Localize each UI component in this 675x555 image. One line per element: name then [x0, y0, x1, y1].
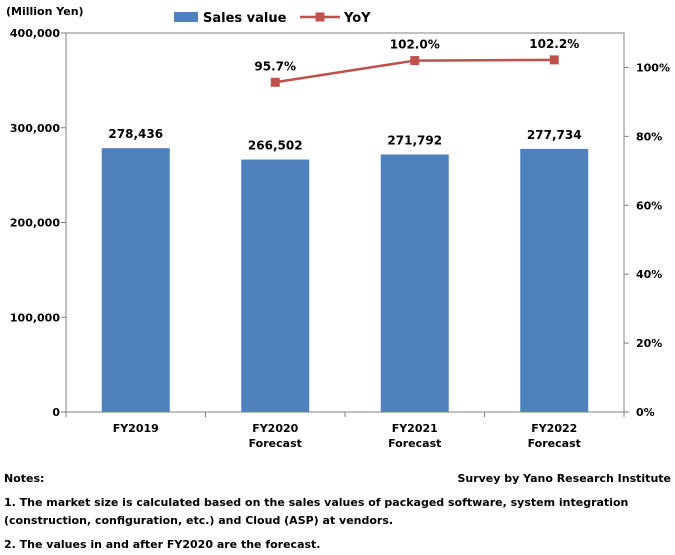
left-tick-label: 0 [52, 406, 60, 419]
bar-value-label: 278,436 [108, 127, 163, 141]
x-category-label: FY2019 [113, 422, 159, 435]
bar-value-label: 266,502 [248, 138, 303, 152]
left-axis-unit: (Million Yen) [6, 5, 84, 18]
notes-heading: Notes: [4, 472, 45, 485]
right-tick-label: 40% [636, 268, 662, 281]
x-category-label: Forecast [249, 437, 302, 450]
legend: Sales value YoY [174, 11, 371, 26]
bar-value-label: 271,792 [387, 133, 442, 147]
yoy-value-label: 102.0% [390, 38, 440, 52]
left-tick-label: 400,000 [10, 27, 60, 40]
bar-series: 278,436 266,502 271,792 277,734 [101, 127, 589, 412]
bar-2 [241, 159, 310, 412]
right-tick-label: 20% [636, 337, 662, 350]
left-tick-label: 100,000 [10, 311, 60, 324]
legend-line-label: YoY [343, 11, 371, 26]
yoy-marker [270, 77, 280, 87]
note-1-line-1: 1. The market size is calculated based o… [4, 496, 629, 509]
x-category-label: Forecast [388, 437, 441, 450]
right-tick-label: 0% [636, 406, 655, 419]
x-category-label: FY2020 [252, 422, 298, 435]
source-credit: Survey by Yano Research Institute [457, 472, 671, 485]
right-axis: 0% 20% 40% 60% 80% 100% [624, 61, 670, 419]
left-tick-label: 200,000 [10, 217, 60, 230]
bar-value-label: 277,734 [527, 128, 582, 142]
yoy-value-label: 102.2% [529, 37, 579, 51]
legend-line-marker [315, 12, 325, 22]
right-tick-label: 80% [636, 130, 662, 143]
bar-1 [101, 148, 170, 412]
note-1-line-2: (construction, configuration, etc.) and … [4, 514, 394, 527]
yoy-marker [410, 56, 420, 66]
line-series: 95.7% 102.0% 102.2% [254, 37, 579, 87]
x-axis: FY2019 FY2020 Forecast FY2021 Forecast FY2022… [65, 412, 625, 450]
legend-bar-label: Sales value [203, 11, 287, 26]
right-tick-label: 100% [636, 61, 670, 74]
left-tick-label: 300,000 [10, 122, 60, 135]
bar-4 [520, 148, 589, 412]
yoy-marker [549, 55, 559, 65]
legend-bar-swatch [174, 12, 198, 22]
x-category-label: FY2022 [531, 422, 577, 435]
yoy-value-label: 95.7% [254, 59, 296, 73]
note-2: 2. The values in and after FY2020 are th… [4, 538, 321, 551]
bar-3 [380, 154, 449, 412]
x-category-label: FY2021 [392, 422, 438, 435]
x-category-label: Forecast [528, 437, 581, 450]
chart: 0 100,000 200,000 300,000 400,000 (Million Ye… [6, 5, 670, 450]
right-tick-label: 60% [636, 199, 662, 212]
